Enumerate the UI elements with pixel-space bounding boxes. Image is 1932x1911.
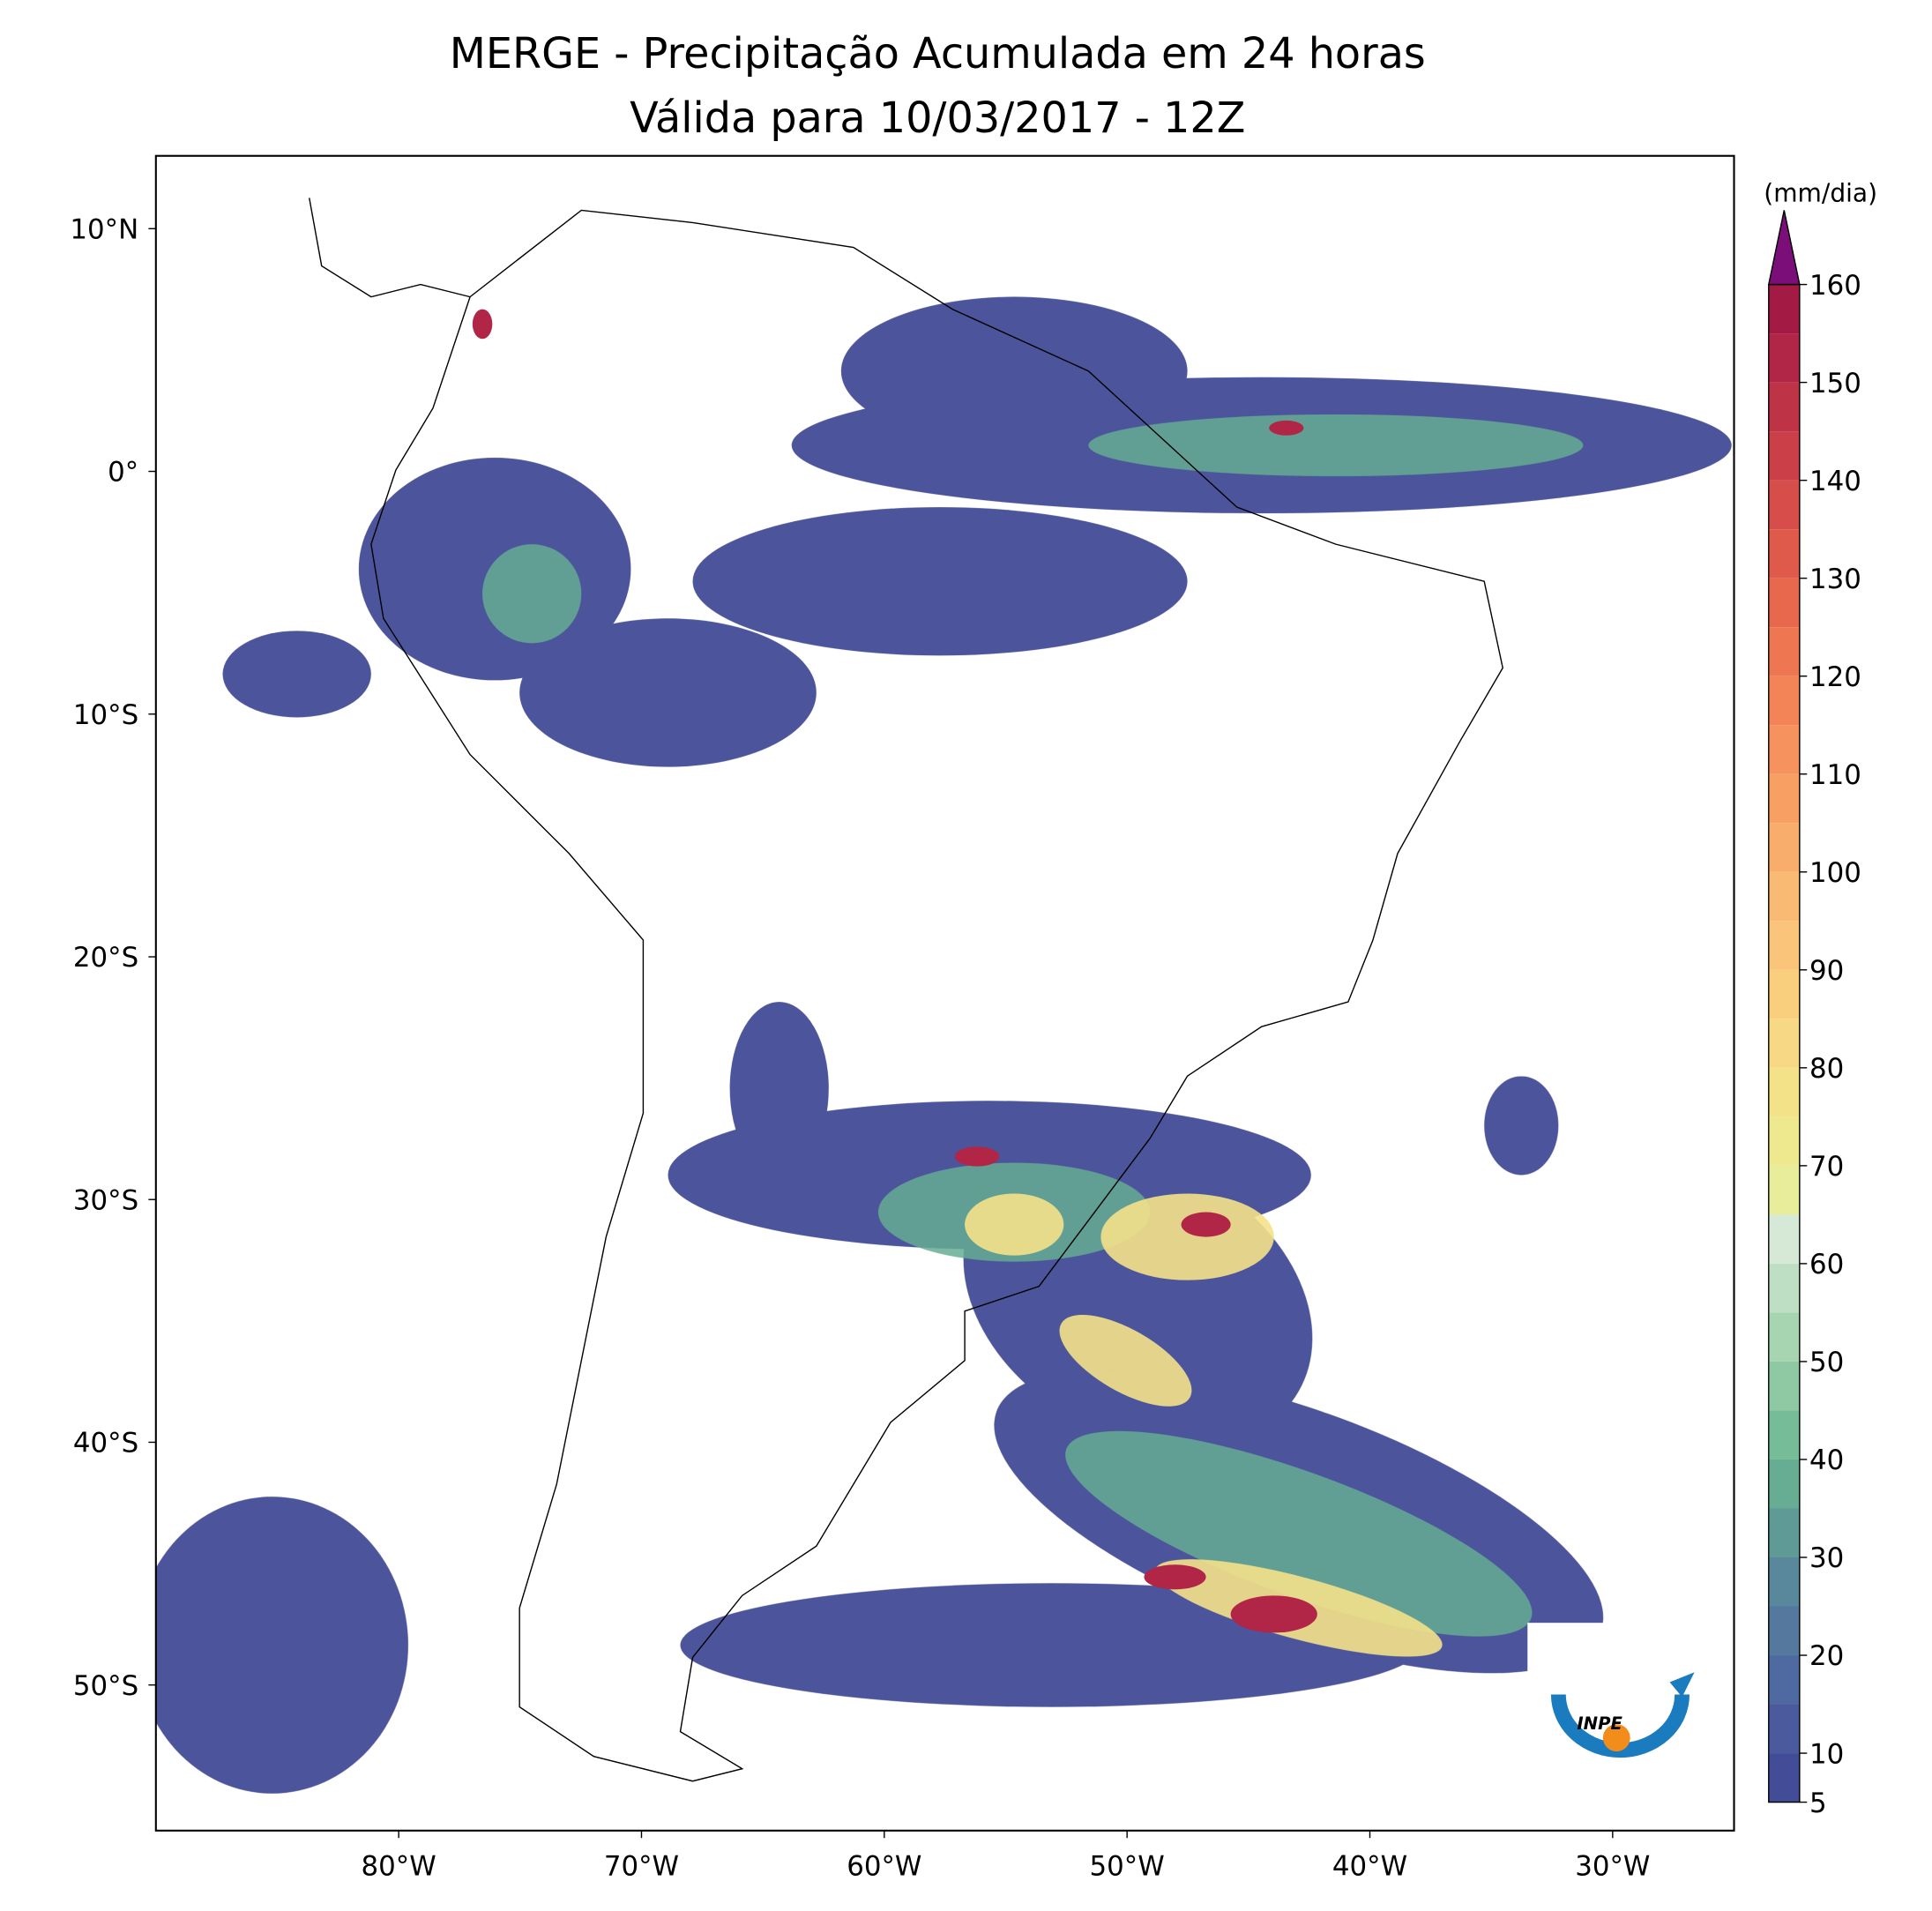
colorbar-band xyxy=(1768,1361,1800,1411)
colorbar-band xyxy=(1768,1410,1800,1459)
colorbar-tick-label: 150 xyxy=(1809,368,1861,399)
colorbar-band xyxy=(1768,1459,1800,1509)
colorbar-tick-label: 140 xyxy=(1809,466,1861,497)
colorbar-tick-label: 120 xyxy=(1809,661,1861,693)
colorbar-tick-label: 80 xyxy=(1809,1053,1844,1085)
x-tick-label: 60°W xyxy=(847,1850,921,1882)
colorbar-tick-label: 100 xyxy=(1809,857,1861,889)
colorbar-band xyxy=(1768,480,1800,530)
colorbar-tick-label: 20 xyxy=(1809,1640,1844,1672)
subtitle: Válida para 10/03/2017 - 12Z xyxy=(630,94,1245,143)
colorbar-band xyxy=(1768,969,1800,1019)
y-tick-label: 10°S xyxy=(73,699,138,731)
y-tick-label: 50°S xyxy=(73,1670,138,1702)
colorbar-label: (mm/dia) xyxy=(1764,179,1877,208)
colorbar-tick-label: 110 xyxy=(1809,759,1861,791)
x-tick-label: 30°W xyxy=(1575,1850,1650,1882)
colorbar-band xyxy=(1768,1704,1800,1754)
colorbar-band xyxy=(1768,1165,1800,1215)
colorbar-tick-label: 5 xyxy=(1809,1788,1827,1819)
logo-arrow xyxy=(1669,1672,1695,1698)
colorbar-band xyxy=(1768,1067,1800,1117)
colorbar-band xyxy=(1768,1508,1800,1557)
colorbar-extension xyxy=(1767,210,1801,286)
colorbar-band xyxy=(1768,627,1800,676)
colorbar-band xyxy=(1768,382,1800,432)
x-tick-label: 40°W xyxy=(1332,1850,1407,1882)
colorbar-band xyxy=(1768,1116,1800,1166)
x-tick-label: 80°W xyxy=(362,1850,436,1882)
colorbar-band xyxy=(1768,1263,1800,1313)
colorbar-band xyxy=(1768,284,1800,334)
colorbar-band xyxy=(1768,1312,1800,1362)
colorbar-frame xyxy=(1768,283,1801,1803)
x-tick-label: 70°W xyxy=(604,1850,679,1882)
y-tick-label: 10°N xyxy=(70,214,138,246)
colorbar-band xyxy=(1768,773,1800,824)
colorbar-band xyxy=(1768,431,1800,481)
logo-dot xyxy=(1602,1724,1630,1752)
title: MERGE - Precipitação Acumulada em 24 hor… xyxy=(450,30,1426,78)
colorbar-band xyxy=(1768,1606,1800,1656)
colorbar-band xyxy=(1768,529,1800,579)
y-tick-label: 30°S xyxy=(73,1184,138,1216)
colorbar-tick-label: 30 xyxy=(1809,1542,1844,1574)
y-tick-label: 0° xyxy=(108,457,138,489)
colorbar-band xyxy=(1768,578,1800,628)
coastline xyxy=(309,198,471,298)
colorbar-tick-label: 60 xyxy=(1809,1249,1844,1280)
colorbar-band xyxy=(1768,1214,1800,1264)
y-tick-label: 40°S xyxy=(73,1428,138,1459)
map-frame xyxy=(154,154,1735,1832)
colorbar-tick-label: 70 xyxy=(1809,1151,1844,1183)
y-tick-label: 20°S xyxy=(73,942,138,974)
x-tick-label: 50°W xyxy=(1090,1850,1165,1882)
colorbar-tick-label: 10 xyxy=(1809,1738,1844,1770)
colorbar-band xyxy=(1768,1019,1800,1068)
logo-text: INPE xyxy=(1577,1713,1622,1734)
colorbar-band xyxy=(1768,676,1800,726)
colorbar-tick-label: 130 xyxy=(1809,564,1861,595)
colorbar-tick-label: 90 xyxy=(1809,955,1844,987)
colorbar-band xyxy=(1768,1655,1800,1705)
precipitation-field xyxy=(155,296,1732,1794)
colorbar-tick-label: 40 xyxy=(1809,1444,1844,1476)
logo: INPE xyxy=(1527,1623,1716,1809)
colorbar-band xyxy=(1768,333,1800,383)
colorbar-band xyxy=(1768,823,1800,872)
colorbar-band xyxy=(1768,725,1800,774)
colorbar-band xyxy=(1768,1556,1800,1607)
colorbar-band xyxy=(1768,921,1800,970)
coastline xyxy=(370,209,1503,1782)
colorbar-band xyxy=(1768,1753,1800,1803)
colorbar-band xyxy=(1768,871,1800,922)
colorbar-tick-label: 160 xyxy=(1809,270,1861,302)
colorbar-tick-label: 50 xyxy=(1809,1347,1844,1378)
